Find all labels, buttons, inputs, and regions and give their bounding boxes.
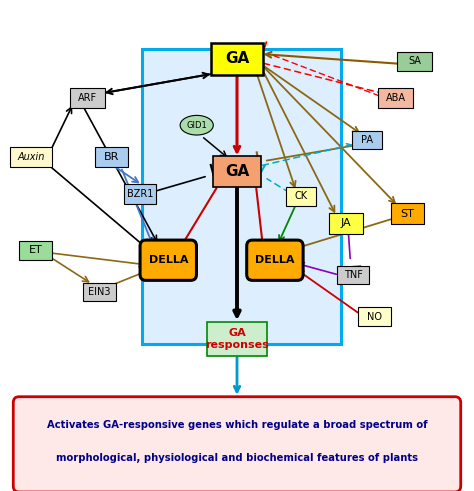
FancyBboxPatch shape [358,307,391,326]
FancyBboxPatch shape [70,88,105,108]
FancyBboxPatch shape [397,52,432,71]
Text: ABA: ABA [386,93,406,103]
FancyBboxPatch shape [329,213,363,234]
Text: SA: SA [408,56,421,66]
FancyBboxPatch shape [140,240,196,280]
Text: BR: BR [104,152,119,162]
Text: ET: ET [28,246,43,255]
Text: BZR1: BZR1 [127,189,153,199]
Text: GA: GA [225,52,249,66]
FancyBboxPatch shape [10,147,52,167]
FancyBboxPatch shape [124,184,156,204]
Text: EIN3: EIN3 [88,287,111,297]
FancyBboxPatch shape [246,240,303,280]
FancyBboxPatch shape [353,131,382,149]
Text: DELLA: DELLA [148,255,188,265]
FancyBboxPatch shape [95,147,128,167]
Text: TNF: TNF [344,270,363,280]
FancyBboxPatch shape [378,88,413,108]
FancyBboxPatch shape [142,49,341,344]
Text: ARF: ARF [78,93,97,103]
Text: DELLA: DELLA [255,255,295,265]
Text: JA: JA [341,218,351,228]
FancyBboxPatch shape [212,157,262,187]
Text: Auxin: Auxin [17,152,45,162]
FancyBboxPatch shape [207,322,267,356]
Text: CK: CK [294,191,308,201]
Text: GID1: GID1 [186,121,207,130]
FancyBboxPatch shape [211,43,263,75]
Text: Activates GA-responsive genes which regulate a broad spectrum of: Activates GA-responsive genes which regu… [46,420,428,430]
Text: PA: PA [361,135,374,145]
FancyBboxPatch shape [13,397,461,491]
FancyBboxPatch shape [83,283,116,301]
Text: ST: ST [401,209,415,218]
Text: NO: NO [367,312,382,322]
Text: GA: GA [225,164,249,179]
Ellipse shape [180,115,213,135]
Text: GA
responses: GA responses [205,328,269,350]
FancyBboxPatch shape [19,241,52,260]
FancyBboxPatch shape [286,187,316,206]
Text: morphological, physiological and biochemical features of plants: morphological, physiological and biochem… [56,453,418,463]
FancyBboxPatch shape [337,266,369,284]
FancyBboxPatch shape [391,203,424,224]
